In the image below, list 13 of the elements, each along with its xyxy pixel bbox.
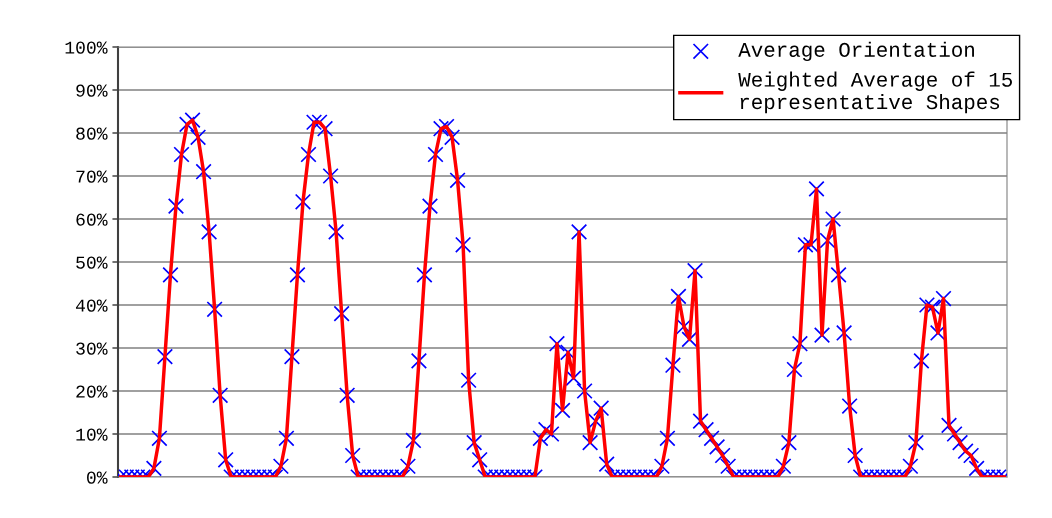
y-tick-label: 20% [76, 385, 108, 398]
y-tick-label: 40% [75, 299, 108, 312]
y-tick-label: 70% [76, 170, 108, 183]
legend-label: Average Orientation [738, 41, 974, 62]
y-tick-label: 10% [76, 428, 108, 441]
y-tick-label: 90% [76, 84, 108, 97]
y-tick-label: 30% [76, 342, 108, 355]
y-tick-label: 60% [76, 213, 108, 226]
legend-label: Weighted Average of 15 representative Shapes [738, 71, 1012, 114]
y-tick-label: 80% [76, 127, 108, 140]
y-tick-label: 100% [65, 41, 108, 54]
y-tick-label: 50% [76, 256, 108, 269]
y-tick-label: 0% [87, 471, 108, 484]
